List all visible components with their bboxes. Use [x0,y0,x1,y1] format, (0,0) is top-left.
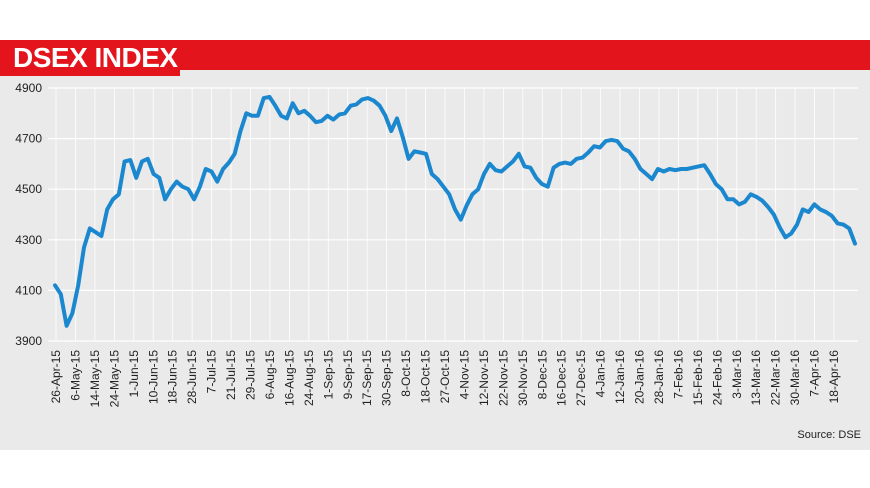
x-tick-label: 22-Nov-15 [496,350,510,406]
x-axis-tick-labels: 26-Apr-15 6-May-15 14-May-15 24-May-15 1-Jun… [49,350,841,408]
x-tick-label: 3-Mar-16 [730,350,744,399]
series-line-dsex [53,94,857,328]
y-tick-label: 4700 [15,132,42,146]
x-tick-label: 21-Jul-15 [224,350,238,400]
x-tick-label: 1-Jun-15 [127,350,141,398]
x-tick-label: 8-Dec-15 [535,350,549,400]
y-tick-label: 3900 [15,334,42,348]
x-tick-label: 29-Jul-15 [244,350,258,400]
y-tick-label: 4900 [15,81,42,95]
x-tick-label: 28-Jan-16 [652,350,666,404]
x-tick-label: 8-Oct-15 [399,350,413,397]
x-tick-label: 26-Apr-15 [49,350,63,404]
x-tick-label: 6-Aug-15 [263,350,277,400]
x-tick-label: 7-Feb-16 [671,350,685,399]
horizontal-gridlines [48,87,858,342]
x-tick-label: 27-Oct-15 [438,350,452,404]
x-tick-label: 13-Mar-16 [749,350,763,406]
x-tick-label: 17-Sep-15 [360,350,374,406]
x-tick-label: 28-Jun-15 [185,350,199,404]
y-tick-label: 4500 [15,182,42,196]
x-tick-label: 30-Nov-15 [516,350,530,406]
x-tick-label: 4-Jan-16 [594,350,608,398]
x-tick-label: 1-Sep-15 [321,350,335,400]
x-tick-label: 9-Sep-15 [341,350,355,400]
x-tick-label: 7-Apr-16 [808,350,822,397]
x-tick-label: 12-Jan-16 [613,350,627,404]
x-tick-label: 16-Aug-15 [282,350,296,406]
x-tick-label: 30-Mar-16 [788,350,802,406]
x-tick-label: 10-Jun-15 [146,350,160,404]
x-tick-label: 18-Apr-16 [827,350,841,404]
vertical-gridlines [55,88,835,341]
x-tick-label: 24-Aug-15 [302,350,316,406]
y-axis-tick-labels: 3900 4100 4300 4500 4700 4900 [15,81,42,348]
x-tick-label: 22-Mar-16 [769,350,783,406]
x-tick-label: 24-May-15 [107,350,121,408]
x-tick-label: 15-Feb-16 [691,350,705,406]
chart-title: DSEX INDEX [13,42,178,73]
chart-background [0,40,870,450]
x-tick-label: 30-Sep-15 [380,350,394,406]
x-tick-label: 27-Dec-15 [574,350,588,406]
title-tab [0,40,180,76]
y-tick-label: 4300 [15,233,42,247]
x-tick-label: 7-Jul-15 [205,350,219,394]
x-tick-label: 14-May-15 [88,350,102,408]
x-tick-label: 18-Jun-15 [166,350,180,404]
x-tick-label: 6-May-15 [68,350,82,401]
source-note: Source: DSE [797,429,861,441]
x-tick-label: 16-Dec-15 [555,350,569,406]
x-tick-label: 24-Feb-16 [710,350,724,406]
x-tick-label: 18-Oct-15 [419,350,433,404]
y-tick-label: 4100 [15,283,42,297]
x-tick-label: 12-Nov-15 [477,350,491,406]
x-tick-label: 4-Nov-15 [457,350,471,400]
x-tick-label: 20-Jan-16 [633,350,647,404]
